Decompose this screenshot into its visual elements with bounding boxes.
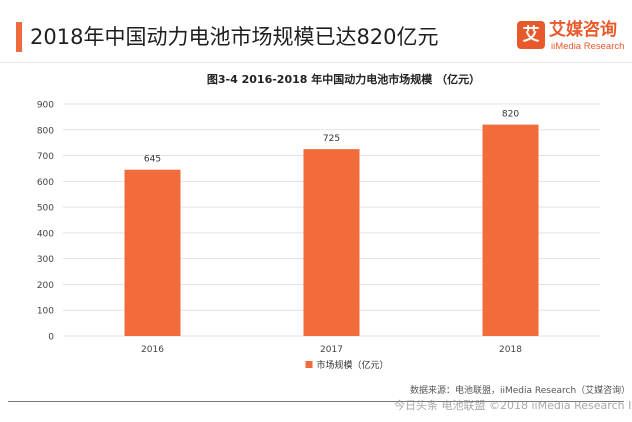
y-tick-label: 900 [37,101,54,111]
headline-accent-bar [16,22,22,52]
bar [124,169,181,336]
x-tick-label: 2018 [499,345,522,355]
x-tick-label: 2017 [320,345,343,355]
bar [303,149,360,336]
y-tick-label: 300 [37,255,54,265]
y-tick-label: 400 [37,229,54,239]
y-tick-label: 200 [37,281,54,291]
y-tick-label: 800 [37,126,54,136]
footer-rule [8,401,624,402]
header-divider [0,62,632,63]
page-headline: 2018年中国动力电池市场规模已达820亿元 [30,25,439,49]
chart-title: 图3-4 2016-2018 年中国动力电池市场规模 （亿元） [207,72,480,86]
bar [482,124,539,336]
y-tick-label: 0 [48,333,54,343]
logo-name-en: iiMedia Research [551,41,625,52]
data-source-note: 数据来源：电池联盟，iiMedia Research（艾媒咨询） [410,386,631,396]
logo-mark-icon: 艾 [517,21,545,49]
brand-logo: 艾 艾媒咨询 iiMedia Research [517,19,625,57]
y-tick-label: 100 [37,307,54,317]
y-tick-label: 600 [37,178,54,188]
y-tick-label: 500 [37,204,54,214]
legend-label: 市场规模（亿元） [317,359,389,371]
data-label: 725 [323,134,340,144]
watermark-text: 今日头条 电池联盟 ©2018 iiMedia Research Inc [394,399,632,412]
legend-swatch [305,361,313,368]
data-label: 820 [502,110,519,120]
data-label: 645 [144,155,161,165]
logo-name-cn: 艾媒咨询 [549,20,617,40]
x-tick-label: 2016 [141,345,164,355]
y-tick-label: 700 [37,152,54,162]
